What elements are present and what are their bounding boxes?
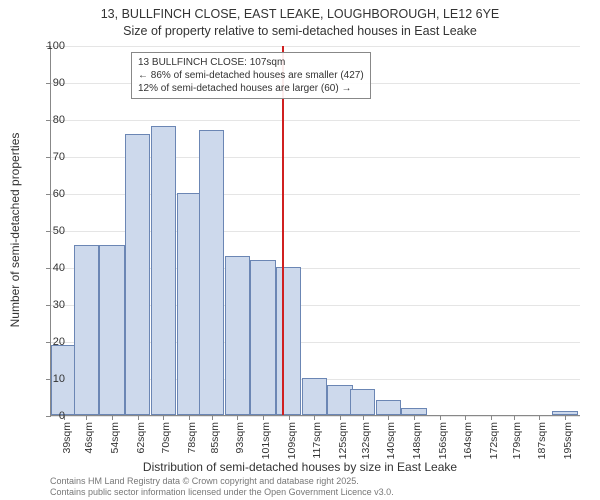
- footer-line-1: Contains HM Land Registry data © Crown c…: [50, 476, 394, 487]
- x-tick-mark: [138, 415, 139, 420]
- x-tick-mark: [388, 415, 389, 420]
- annotation-line-2: ← 86% of semi-detached houses are smalle…: [138, 69, 364, 82]
- histogram-bar: [376, 400, 401, 415]
- x-tick-label: 156sqm: [437, 422, 449, 459]
- histogram-bar: [250, 260, 275, 415]
- x-tick-label: 172sqm: [488, 422, 500, 459]
- x-tick-mark: [314, 415, 315, 420]
- x-tick-label: 78sqm: [186, 422, 198, 454]
- x-tick-label: 101sqm: [260, 422, 272, 459]
- y-tick-label: 50: [37, 225, 65, 237]
- y-tick-label: 40: [37, 262, 65, 274]
- x-tick-label: 125sqm: [337, 422, 349, 459]
- x-tick-label: 46sqm: [83, 422, 95, 454]
- y-tick-label: 100: [37, 40, 65, 52]
- y-tick-label: 70: [37, 151, 65, 163]
- chart-container: 13, BULLFINCH CLOSE, EAST LEAKE, LOUGHBO…: [0, 0, 600, 500]
- y-axis-label: Number of semi-detached properties: [8, 133, 22, 328]
- annotation-line-1: 13 BULLFINCH CLOSE: 107sqm: [138, 56, 364, 69]
- x-tick-mark: [565, 415, 566, 420]
- x-tick-label: 140sqm: [385, 422, 397, 459]
- y-tick-label: 30: [37, 299, 65, 311]
- x-tick-mark: [212, 415, 213, 420]
- x-axis-label: Distribution of semi-detached houses by …: [0, 460, 600, 474]
- grid-line: [51, 46, 580, 47]
- histogram-bar: [99, 245, 124, 415]
- title-line-1: 13, BULLFINCH CLOSE, EAST LEAKE, LOUGHBO…: [0, 6, 600, 23]
- y-tick-label: 20: [37, 336, 65, 348]
- y-tick-label: 80: [37, 114, 65, 126]
- x-tick-mark: [237, 415, 238, 420]
- histogram-bar: [350, 389, 375, 415]
- x-tick-mark: [363, 415, 364, 420]
- x-tick-mark: [189, 415, 190, 420]
- x-tick-label: 93sqm: [234, 422, 246, 454]
- footer-line-2: Contains public sector information licen…: [50, 487, 394, 498]
- histogram-bar: [177, 193, 202, 415]
- histogram-bar: [199, 130, 224, 415]
- histogram-bar: [327, 385, 352, 415]
- x-tick-mark: [112, 415, 113, 420]
- histogram-bar: [125, 134, 150, 415]
- x-tick-mark: [514, 415, 515, 420]
- x-tick-label: 132sqm: [360, 422, 372, 459]
- x-tick-mark: [263, 415, 264, 420]
- x-tick-label: 117sqm: [311, 422, 323, 459]
- x-tick-label: 179sqm: [511, 422, 523, 459]
- x-tick-mark: [414, 415, 415, 420]
- x-tick-mark: [440, 415, 441, 420]
- plot-area: 13 BULLFINCH CLOSE: 107sqm← 86% of semi-…: [50, 46, 580, 416]
- footer-credits: Contains HM Land Registry data © Crown c…: [50, 476, 394, 498]
- histogram-bar: [225, 256, 250, 415]
- title-block: 13, BULLFINCH CLOSE, EAST LEAKE, LOUGHBO…: [0, 6, 600, 40]
- annotation-box: 13 BULLFINCH CLOSE: 107sqm← 86% of semi-…: [131, 52, 371, 99]
- annotation-line-3: 12% of semi-detached houses are larger (…: [138, 82, 364, 95]
- x-tick-label: 62sqm: [135, 422, 147, 454]
- x-tick-mark: [491, 415, 492, 420]
- x-tick-label: 54sqm: [109, 422, 121, 454]
- x-tick-mark: [340, 415, 341, 420]
- x-tick-label: 39sqm: [61, 422, 73, 454]
- y-tick-label: 90: [37, 77, 65, 89]
- x-tick-mark: [465, 415, 466, 420]
- x-tick-mark: [539, 415, 540, 420]
- x-tick-mark: [86, 415, 87, 420]
- y-tick-label: 10: [37, 373, 65, 385]
- histogram-bar: [276, 267, 301, 415]
- histogram-bar: [151, 126, 176, 415]
- x-tick-label: 85sqm: [209, 422, 221, 454]
- x-tick-mark: [289, 415, 290, 420]
- y-tick-label: 0: [37, 410, 65, 422]
- x-tick-label: 109sqm: [286, 422, 298, 459]
- y-tick-label: 60: [37, 188, 65, 200]
- grid-line: [51, 416, 580, 417]
- x-tick-label: 195sqm: [562, 422, 574, 459]
- histogram-bar: [401, 408, 426, 415]
- histogram-bar: [74, 245, 99, 415]
- x-tick-mark: [163, 415, 164, 420]
- x-tick-label: 164sqm: [462, 422, 474, 459]
- histogram-bar: [302, 378, 327, 415]
- title-line-2: Size of property relative to semi-detach…: [0, 23, 600, 40]
- x-tick-label: 148sqm: [411, 422, 423, 459]
- x-tick-label: 187sqm: [536, 422, 548, 459]
- grid-line: [51, 120, 580, 121]
- reference-line: [282, 46, 284, 415]
- x-tick-label: 70sqm: [160, 422, 172, 454]
